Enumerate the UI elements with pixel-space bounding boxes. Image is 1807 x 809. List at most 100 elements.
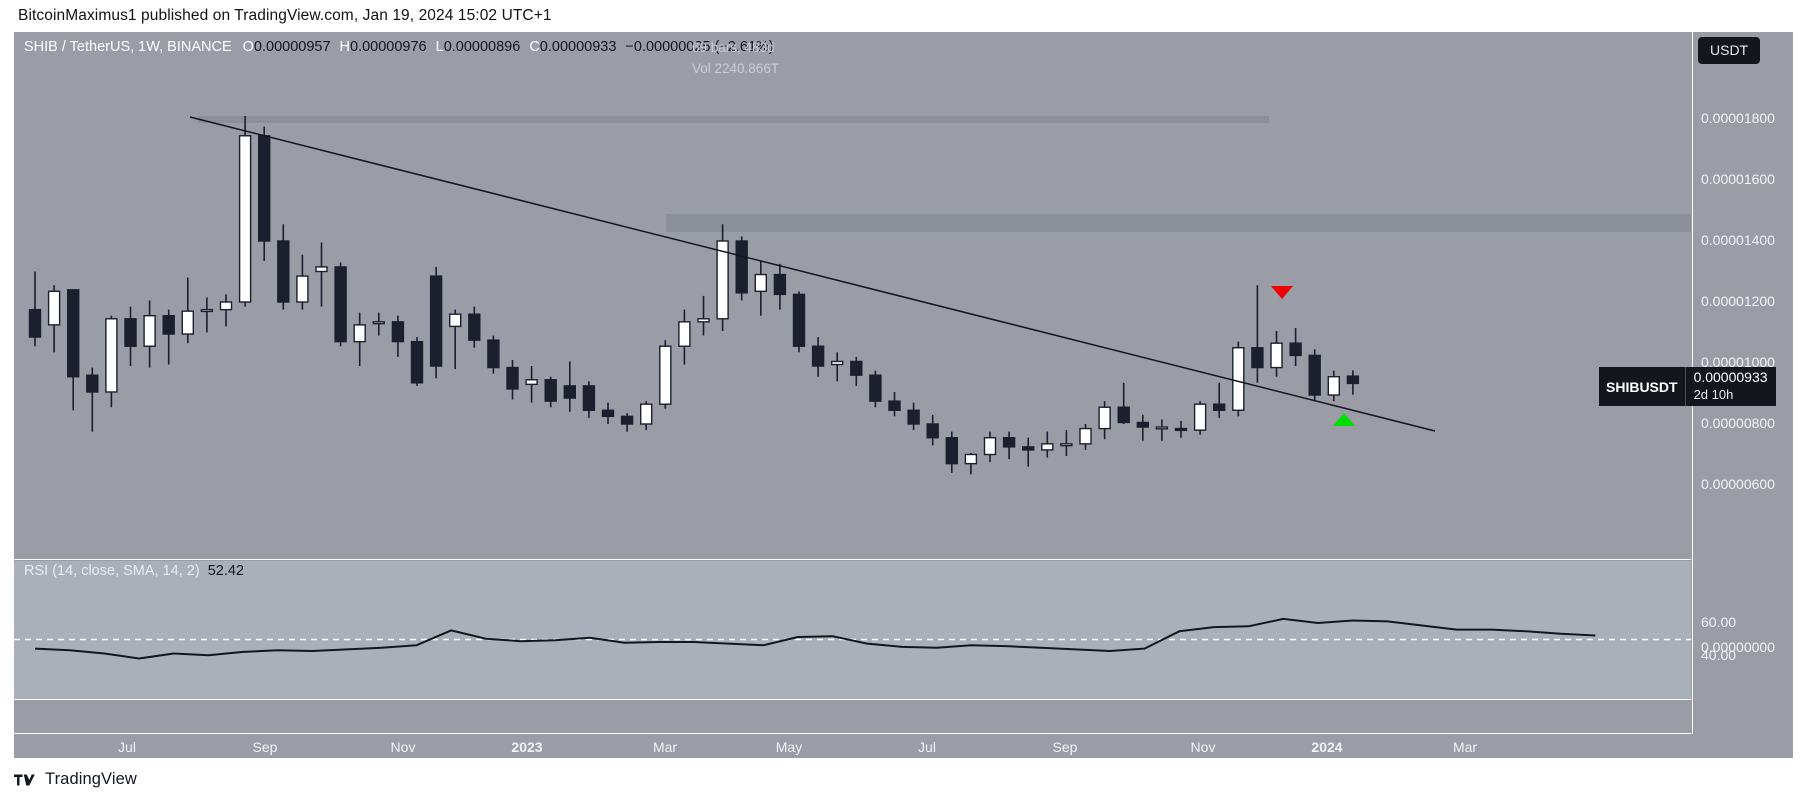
candle-body bbox=[640, 403, 653, 425]
rsi-axis-tick: 40.00 bbox=[1701, 647, 1737, 663]
legend-volume: Vol 2240.866T bbox=[692, 61, 780, 76]
candle-body bbox=[850, 360, 863, 376]
price-pane[interactable]: SHIB / TetherUS, 1W, BINANCE O0.00000957… bbox=[14, 32, 1691, 560]
price-axis-tick: 0.00001000 bbox=[1701, 354, 1775, 370]
candle-body bbox=[697, 318, 710, 323]
candle-body bbox=[238, 135, 252, 303]
rsi-title: RSI (14, close, SMA, 14, 2) bbox=[24, 563, 200, 579]
candle-body bbox=[926, 423, 939, 439]
price-tag-values: 0.00000933 2d 10h bbox=[1684, 367, 1776, 407]
tradingview-logo-icon bbox=[14, 774, 35, 785]
candle-body bbox=[601, 409, 615, 418]
candle-body bbox=[1136, 421, 1150, 428]
rsi-line bbox=[34, 617, 1596, 660]
candle-body bbox=[1193, 403, 1207, 431]
candle-body bbox=[983, 437, 997, 456]
candle-body bbox=[1346, 375, 1360, 385]
candle-body bbox=[1327, 376, 1341, 396]
candle-body bbox=[487, 339, 500, 369]
candle-body bbox=[831, 360, 844, 366]
candle-body bbox=[1174, 427, 1188, 432]
candle-body bbox=[869, 374, 882, 402]
candle-body bbox=[773, 273, 787, 296]
legend-open: O0.00000957 bbox=[242, 39, 331, 55]
candle-body bbox=[391, 321, 405, 343]
candle-body bbox=[563, 385, 576, 399]
candle-body bbox=[105, 318, 118, 393]
candle-body bbox=[792, 293, 806, 347]
candle-body bbox=[544, 379, 557, 402]
candle-body bbox=[1002, 437, 1016, 448]
time-axis-tick: Nov bbox=[1190, 739, 1216, 755]
candle-body bbox=[620, 415, 634, 425]
candle-body bbox=[659, 345, 672, 405]
price-tag-price: 0.00000933 bbox=[1693, 369, 1768, 386]
candle-body bbox=[181, 310, 195, 335]
candle-body bbox=[716, 240, 729, 320]
candle-body bbox=[410, 340, 424, 384]
legend-high: H0.00000976 bbox=[339, 39, 427, 55]
price-tag-symbol: SHIBUSDT bbox=[1599, 367, 1685, 407]
candle-body bbox=[525, 379, 538, 386]
time-axis-tick: Mar bbox=[652, 739, 678, 755]
rsi-legend: RSI (14, close, SMA, 14, 2) 52.42 bbox=[24, 563, 244, 579]
legend-close: C0.00000933 bbox=[529, 39, 617, 55]
candle-body bbox=[907, 409, 920, 425]
rsi-value: 52.42 bbox=[207, 563, 244, 579]
legend-low: L0.00000896 bbox=[435, 39, 521, 55]
candle-body bbox=[67, 289, 80, 378]
candle-body bbox=[334, 266, 347, 343]
candle-body bbox=[47, 290, 61, 326]
time-axis-tick: 2024 bbox=[1311, 739, 1343, 755]
candle-body bbox=[1117, 406, 1130, 424]
upper-supply-zone bbox=[198, 116, 1269, 123]
candle-body bbox=[162, 315, 175, 335]
candle-body bbox=[315, 266, 328, 273]
candle-body bbox=[257, 135, 271, 242]
candle-body bbox=[735, 240, 748, 294]
chart-frame: SHIB / TetherUS, 1W, BINANCE O0.00000957… bbox=[14, 32, 1793, 758]
candlestick-series bbox=[28, 115, 1436, 475]
candle-body bbox=[1232, 347, 1245, 411]
legend-symbol: SHIB / TetherUS, 1W, BINANCE bbox=[24, 39, 232, 55]
candle-body bbox=[964, 453, 978, 465]
current-price-tag: SHIBUSDT 0.00000933 2d 10h bbox=[1599, 367, 1776, 407]
candle-body bbox=[143, 315, 156, 347]
currency-badge: USDT bbox=[1698, 37, 1761, 64]
time-axis[interactable]: Jul Sep Nov 2023 Mar May Jul Sep Nov 2024 Mar bbox=[14, 735, 1793, 758]
lower-supply-zone bbox=[666, 214, 1691, 232]
price-axis-tick: 0.00001200 bbox=[1701, 293, 1775, 309]
candle-body bbox=[429, 275, 443, 367]
time-axis-tick: Sep bbox=[252, 739, 278, 755]
candle-body bbox=[372, 321, 385, 325]
tradingview-wordmark: TradingView bbox=[45, 770, 137, 788]
candle-body bbox=[1251, 347, 1264, 369]
candle-body bbox=[1289, 342, 1302, 357]
candle-body bbox=[124, 318, 137, 347]
publisher-byline: BitcoinMaximus1 published on TradingView… bbox=[18, 7, 552, 24]
candle-body bbox=[754, 273, 767, 293]
candle-body bbox=[1308, 354, 1321, 396]
price-axis-tick: 0.00001800 bbox=[1701, 110, 1775, 126]
candle-body bbox=[506, 366, 519, 390]
time-axis-tick: 2023 bbox=[511, 739, 543, 755]
time-axis-tick: Sep bbox=[1052, 739, 1078, 755]
candle-body bbox=[28, 308, 42, 338]
candle-body bbox=[1041, 443, 1054, 451]
legend-stats: 69 bars, 483d Vol 2240.866T bbox=[692, 37, 779, 79]
candle-body bbox=[353, 324, 366, 343]
candle-body bbox=[1060, 443, 1073, 447]
legend-change: −0.00000025 (−2.61%) bbox=[625, 39, 774, 55]
price-axis-tick: 0.00001400 bbox=[1701, 232, 1775, 248]
time-axis-tick: Jul bbox=[918, 739, 936, 755]
rsi-pane[interactable]: RSI (14, close, SMA, 14, 2) 52.42 bbox=[14, 561, 1691, 700]
rsi-axis-tick: 60.00 bbox=[1701, 614, 1737, 630]
candle-body bbox=[1155, 426, 1169, 430]
lower-filler-pane bbox=[14, 701, 1691, 734]
time-axis-tick: Jul bbox=[118, 739, 136, 755]
candle-body bbox=[888, 400, 901, 411]
time-axis-tick: May bbox=[775, 739, 803, 755]
candle-body bbox=[678, 321, 691, 347]
candle-body bbox=[1098, 406, 1111, 430]
candle-body bbox=[86, 374, 99, 393]
